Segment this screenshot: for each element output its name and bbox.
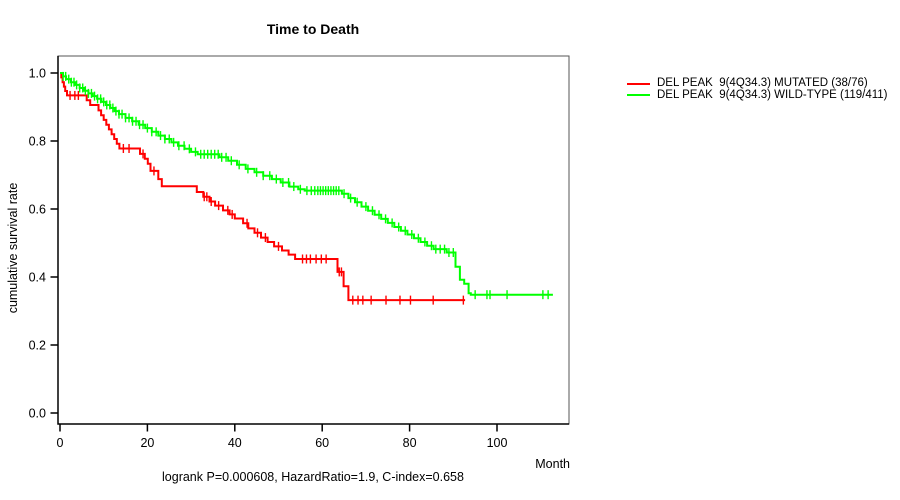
legend: DEL PEAK 9(4Q34.3) MUTATED (38/76) DEL PE… bbox=[627, 77, 888, 102]
legend-line-swatch bbox=[627, 94, 650, 97]
x-axis-label: Month bbox=[535, 457, 570, 471]
x-tick-label: 80 bbox=[403, 436, 417, 450]
legend-label: DEL PEAK 9(4Q34.3) WILD-TYPE (119/411) bbox=[657, 88, 888, 101]
y-tick-label: 0.0 bbox=[29, 407, 46, 421]
survival-step-line bbox=[60, 72, 466, 302]
y-tick-label: 0.2 bbox=[29, 339, 46, 353]
plot-box bbox=[57, 55, 570, 425]
axis-lines bbox=[57, 56, 569, 425]
x-axis-ticks: 0 20 40 60 80 100 bbox=[57, 424, 508, 450]
legend-label: DEL PEAK 9(4Q34.3) MUTATED (38/76) bbox=[657, 77, 868, 89]
x-tick-label: 20 bbox=[140, 436, 154, 450]
x-tick-label: 0 bbox=[57, 436, 64, 450]
y-tick-label: 0.4 bbox=[29, 271, 46, 285]
x-tick-label: 100 bbox=[487, 436, 508, 450]
legend-item: DEL PEAK 9(4Q34.3) MUTATED (38/76) bbox=[627, 77, 888, 90]
y-tick-label: 1.0 bbox=[29, 67, 46, 81]
x-tick-label: 40 bbox=[228, 436, 242, 450]
legend-line-swatch bbox=[627, 82, 650, 85]
km-curve-mutated bbox=[60, 72, 466, 305]
km-curve-wild-type bbox=[60, 71, 553, 300]
y-tick-label: 0.6 bbox=[29, 203, 46, 217]
statistics-annotation: logrank P=0.000608, HazardRatio=1.9, C-i… bbox=[162, 470, 464, 484]
y-axis-ticks: 0.0 0.2 0.4 0.6 0.8 1.0 bbox=[29, 67, 58, 421]
x-tick-label: 60 bbox=[315, 436, 329, 450]
survival-step-line bbox=[60, 72, 553, 296]
legend-item: DEL PEAK 9(4Q34.3) WILD-TYPE (119/411) bbox=[627, 88, 888, 102]
y-tick-label: 0.8 bbox=[29, 135, 46, 149]
chart-title: Time to Death bbox=[266, 21, 360, 37]
